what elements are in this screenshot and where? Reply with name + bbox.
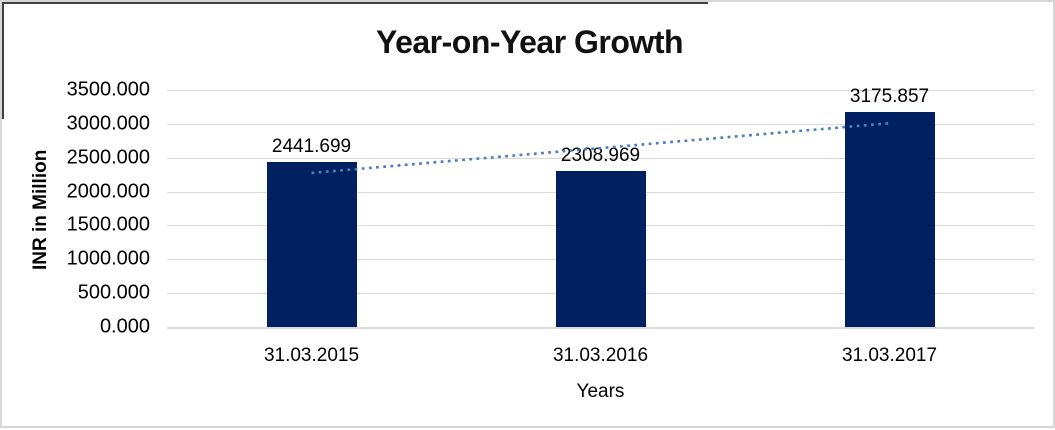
x-axis-title: Years — [576, 381, 625, 402]
y-tick-label: 2500.000 — [66, 146, 150, 169]
y-tick-label: 2000.000 — [66, 180, 150, 203]
y-tick-label: 500.000 — [77, 281, 150, 304]
gridline — [167, 90, 1034, 91]
bar — [555, 170, 646, 327]
bar — [844, 111, 935, 327]
y-tick-label: 1500.000 — [66, 213, 150, 236]
y-tick-label: 3000.000 — [66, 112, 150, 135]
x-tick-label: 31.03.2016 — [552, 345, 649, 366]
y-tick-label: 0.000 — [99, 315, 150, 338]
chart-title: Year-on-Year Growth — [375, 24, 684, 60]
y-tick-label: 1000.000 — [66, 247, 150, 270]
x-tick-label: 31.03.2015 — [263, 345, 360, 366]
y-tick-label: 3500.000 — [66, 78, 150, 101]
bar-value-label: 2441.699 — [271, 135, 352, 157]
x-tick-label: 31.03.2017 — [841, 345, 938, 366]
bar — [266, 161, 357, 327]
spreadsheet-gridline-top — [2, 2, 708, 4]
spreadsheet-gridline-left — [2, 2, 4, 119]
bar-value-label: 2308.969 — [560, 144, 641, 166]
x-axis-line — [167, 327, 1034, 329]
bar-value-label: 3175.857 — [849, 85, 930, 107]
